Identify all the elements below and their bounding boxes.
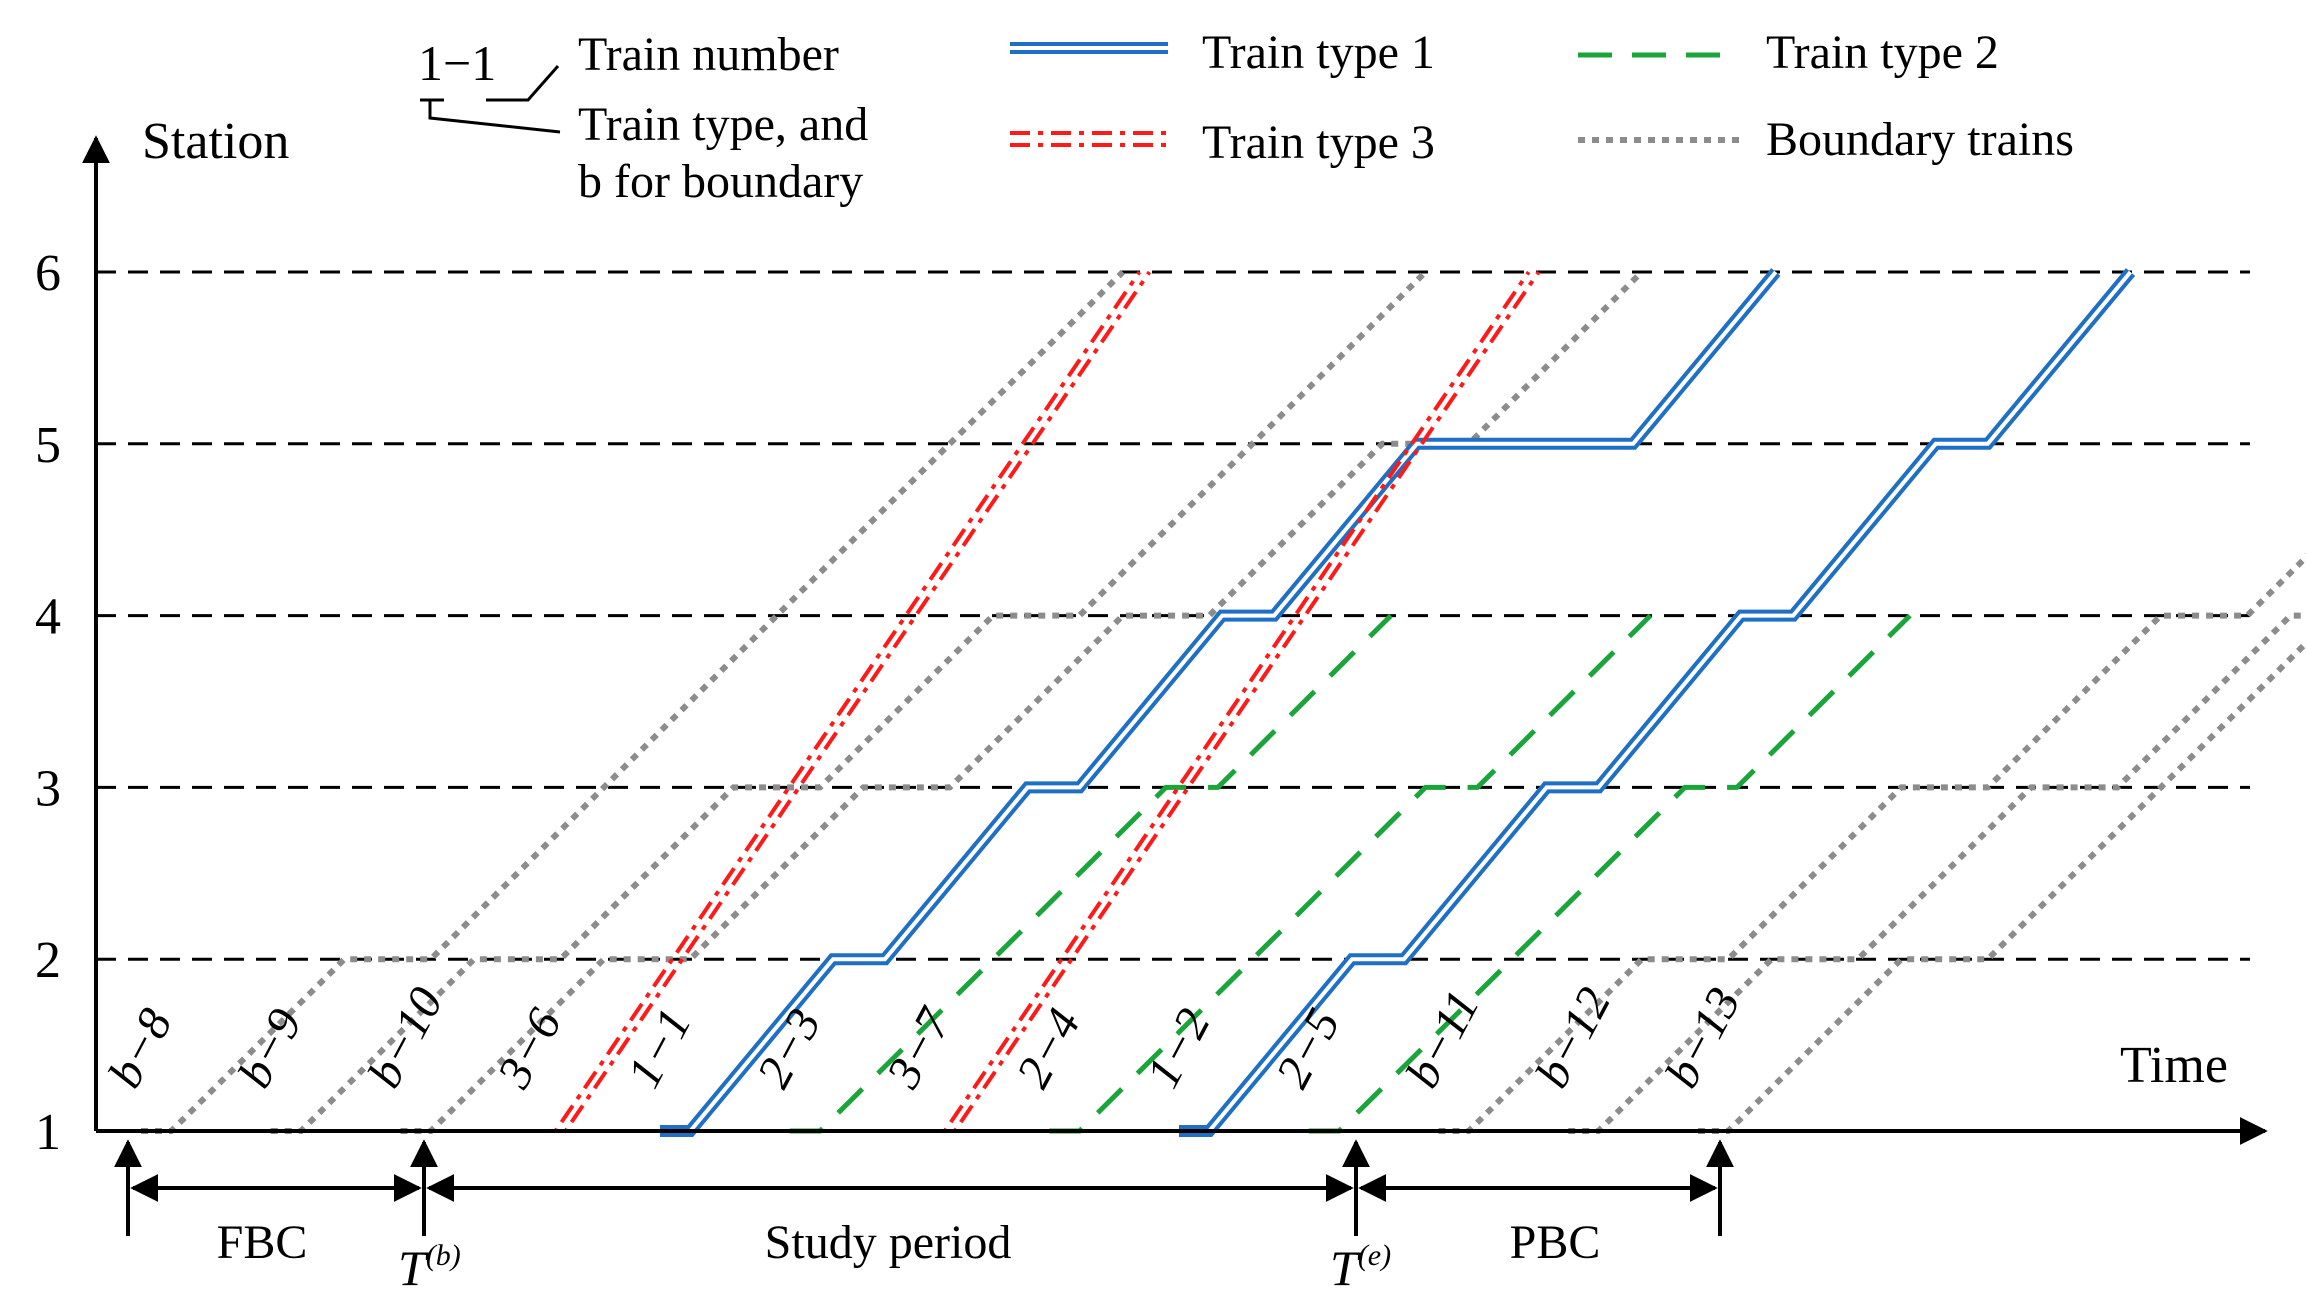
train-label-3−7: 3−7 xyxy=(876,999,962,1098)
station-label-2: 2 xyxy=(35,932,61,989)
station-label-3: 3 xyxy=(35,760,61,817)
legend-swatch-type3 xyxy=(1010,131,1168,147)
train-path-b−13 xyxy=(1698,638,2306,1134)
te-label: T(e) xyxy=(1330,1239,1391,1296)
legend-type-desc-1: Train type, and xyxy=(578,98,868,151)
train-paths xyxy=(141,268,2306,1137)
train-path-2−5 xyxy=(1308,613,1912,1134)
train-label-b−8: b−8 xyxy=(98,1000,183,1096)
train-path-1−2 xyxy=(1179,268,2136,1137)
train-label-2−3: 2−3 xyxy=(747,1000,832,1096)
legend-label-type1: Train type 1 xyxy=(1202,26,1435,79)
legend-type-bracket xyxy=(420,98,561,134)
station-gridlines xyxy=(96,270,2250,961)
station-label-5: 5 xyxy=(35,417,61,474)
station-label-1: 1 xyxy=(35,1104,61,1161)
train-path-1−1 xyxy=(660,268,1781,1137)
train-path-b−8 xyxy=(141,269,1125,1134)
station-tick-labels: 1 2 3 4 5 6 xyxy=(35,245,61,1161)
train-label-1−1: 1−1 xyxy=(617,1000,702,1096)
y-axis-label: Station xyxy=(142,113,289,170)
train-label-2−5: 2−5 xyxy=(1266,1000,1351,1096)
legend-label-type3: Train type 3 xyxy=(1202,116,1435,169)
x-axis-label: Time xyxy=(2120,1037,2228,1094)
legend-number-desc: Train number xyxy=(578,28,839,81)
fbc-label: FBC xyxy=(217,1216,308,1269)
study-period-label: Study period xyxy=(765,1216,1012,1269)
legend-number-bracket xyxy=(486,65,560,102)
train-label-b−9: b−9 xyxy=(228,1000,313,1096)
train-path-b−11 xyxy=(1438,553,2306,1134)
train-path-b−12 xyxy=(1568,612,2306,1134)
train-label-2−4: 2−4 xyxy=(1006,1000,1091,1096)
train-label-b−11: b−11 xyxy=(1396,982,1490,1096)
train-label-b−10: b−10 xyxy=(358,979,454,1096)
station-label-6: 6 xyxy=(35,245,61,302)
period-brackets: FBC Study period PBC T(b) T(e) xyxy=(114,1139,1734,1296)
train-label-b−12: b−12 xyxy=(1525,979,1621,1096)
tb-label: T(b) xyxy=(398,1239,461,1296)
train-label-1−2: 1−2 xyxy=(1136,1000,1221,1096)
legend-label-type2: Train type 2 xyxy=(1766,26,1999,79)
station-label-4: 4 xyxy=(35,589,61,646)
legend-type-desc-2: b for boundary xyxy=(578,155,863,208)
pbc-label: PBC xyxy=(1510,1216,1601,1269)
train-path-3−6 xyxy=(525,270,1152,1133)
legend: 1−1 Train number Train type, and b for b… xyxy=(418,26,2074,208)
train-label-b−13: b−13 xyxy=(1655,979,1751,1096)
legend-number-example: 1−1 xyxy=(418,35,496,91)
train-label-3−6: 3−6 xyxy=(487,1000,572,1097)
train-path-b−9 xyxy=(270,269,1428,1134)
train-id-labels: b−8 b−9 b−10 3−6 1−1 2−3 3−7 2−4 1−2 2−5 b−11 b−12 b… xyxy=(98,979,1751,1097)
legend-label-boundary: Boundary trains xyxy=(1766,113,2074,166)
